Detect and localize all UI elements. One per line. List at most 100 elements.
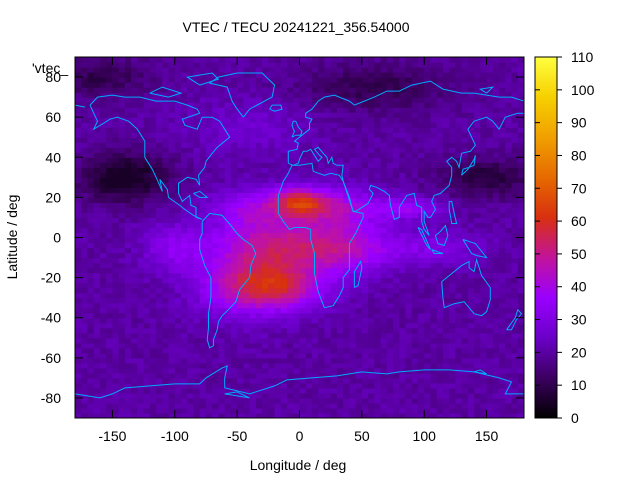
heatmap-cell <box>330 202 338 209</box>
heatmap-cell <box>224 177 232 183</box>
heatmap-cell <box>243 92 251 98</box>
heatmap-cell <box>380 232 388 239</box>
heatmap-cell <box>143 292 151 299</box>
heatmap-cell <box>87 272 95 279</box>
heatmap-cell <box>324 112 332 118</box>
heatmap-cell <box>355 252 363 259</box>
heatmap-cell <box>343 242 350 249</box>
heatmap-cell <box>399 217 407 224</box>
heatmap-cell <box>230 252 238 259</box>
heatmap-cell <box>87 347 95 354</box>
heatmap-cell <box>199 237 207 244</box>
heatmap-cell <box>124 97 132 103</box>
heatmap-cell <box>486 357 494 364</box>
heatmap-cell <box>287 372 294 379</box>
heatmap-cell <box>474 372 481 379</box>
heatmap-cell <box>305 62 313 68</box>
heatmap-cell <box>131 297 138 304</box>
heatmap-cell <box>293 362 301 369</box>
heatmap-cell <box>380 372 388 379</box>
heatmap-cell <box>467 237 475 244</box>
heatmap-cell <box>442 262 450 269</box>
heatmap-cell <box>118 357 126 364</box>
heatmap-cell <box>424 392 432 399</box>
heatmap-cell <box>411 132 419 138</box>
heatmap-cell <box>118 192 126 198</box>
heatmap-cell <box>287 362 294 369</box>
heatmap-cell <box>324 172 332 178</box>
heatmap-cell <box>467 87 475 93</box>
heatmap-cell <box>143 77 151 83</box>
heatmap-cell <box>368 327 375 334</box>
heatmap-cell <box>449 247 457 254</box>
heatmap-cell <box>224 397 232 404</box>
heatmap-cell <box>249 387 257 394</box>
heatmap-cell <box>430 132 438 138</box>
heatmap-cell <box>193 387 201 394</box>
heatmap-cell <box>474 262 481 269</box>
heatmap-cell <box>318 207 326 214</box>
heatmap-cell <box>399 342 407 349</box>
heatmap-cell <box>343 152 350 158</box>
heatmap-cell <box>193 72 201 78</box>
heatmap-cell <box>399 112 407 118</box>
heatmap-cell <box>274 292 282 299</box>
heatmap-cell <box>187 172 195 178</box>
heatmap-cell <box>174 117 182 123</box>
heatmap-cell <box>336 337 344 344</box>
heatmap-cell <box>467 127 475 133</box>
heatmap-cell <box>343 132 350 138</box>
heatmap-cell <box>137 297 145 304</box>
heatmap-cell <box>499 57 506 63</box>
heatmap-cell <box>162 292 170 299</box>
heatmap-cell <box>368 177 375 183</box>
heatmap-cell <box>149 342 157 349</box>
heatmap-cell <box>374 267 382 274</box>
heatmap-cell <box>118 402 126 409</box>
heatmap-cell <box>237 57 244 63</box>
heatmap-cell <box>330 272 338 279</box>
heatmap-cell <box>149 302 157 309</box>
heatmap-cell <box>137 217 145 224</box>
heatmap-cell <box>305 337 313 344</box>
heatmap-cell <box>417 237 425 244</box>
heatmap-cell <box>349 197 357 203</box>
heatmap-cell <box>106 402 114 409</box>
heatmap-cell <box>411 232 419 239</box>
heatmap-cell <box>343 182 350 188</box>
heatmap-cell <box>467 387 475 394</box>
heatmap-cell <box>149 92 157 98</box>
heatmap-cell <box>411 87 419 93</box>
heatmap-cell <box>268 342 276 349</box>
heatmap-cell <box>442 322 450 329</box>
heatmap-cell <box>274 177 282 183</box>
heatmap-cell <box>343 167 350 173</box>
heatmap-cell <box>324 202 332 209</box>
heatmap-cell <box>430 277 438 284</box>
heatmap-cell <box>193 117 201 123</box>
heatmap-cell <box>181 107 188 113</box>
heatmap-cell <box>492 92 500 98</box>
heatmap-cell <box>124 262 132 269</box>
heatmap-cell <box>168 157 176 163</box>
heatmap-cell <box>449 142 457 148</box>
heatmap-cell <box>424 187 432 193</box>
heatmap-cell <box>455 227 463 234</box>
heatmap-cell <box>368 152 375 158</box>
heatmap-cell <box>193 382 201 389</box>
heatmap-cell <box>99 332 107 339</box>
heatmap-cell <box>386 407 394 414</box>
heatmap-cell <box>355 72 363 78</box>
heatmap-cell <box>187 107 195 113</box>
heatmap-cell <box>499 142 506 148</box>
heatmap-cell <box>181 287 188 294</box>
heatmap-cell <box>343 172 350 178</box>
heatmap-cell <box>361 352 369 359</box>
heatmap-cell <box>287 117 294 123</box>
heatmap-cell <box>355 217 363 224</box>
heatmap-cell <box>75 337 82 344</box>
heatmap-cell <box>118 252 126 259</box>
heatmap-cell <box>87 262 95 269</box>
heatmap-cell <box>156 317 163 324</box>
heatmap-cell <box>193 197 201 203</box>
